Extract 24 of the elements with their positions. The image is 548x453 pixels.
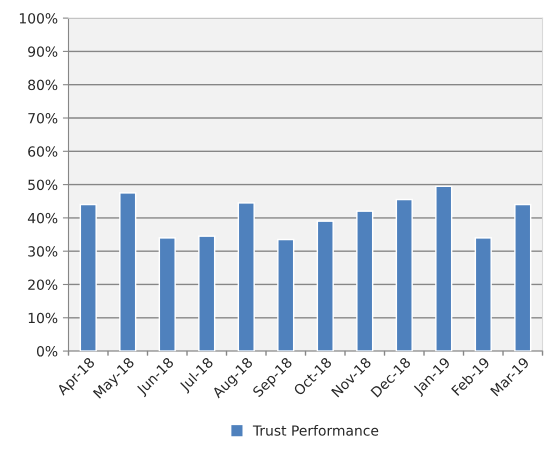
y-tick-label: 10% [28, 312, 58, 324]
y-tick-label: 60% [28, 146, 58, 157]
bar [238, 202, 255, 352]
y-tick-label: 40% [28, 212, 58, 224]
y-tick-label: 20% [28, 279, 58, 290]
bar [514, 204, 532, 352]
bar [316, 220, 334, 352]
bar [435, 186, 452, 352]
bar [80, 204, 97, 352]
y-tick-label: 90% [28, 46, 58, 57]
y-tick-label: 30% [28, 246, 58, 257]
y-tick-label: 80% [28, 80, 58, 90]
bar [396, 198, 413, 352]
y-tick-label: 100% [20, 13, 58, 24]
bar [356, 210, 374, 352]
bar [158, 237, 176, 352]
y-tick-label: 70% [28, 112, 58, 124]
bar [119, 192, 136, 352]
legend-label: Trust Performance [252, 425, 378, 436]
bar [198, 236, 216, 352]
y-tick-label: 50% [28, 180, 58, 190]
y-tick-label: 0% [36, 346, 58, 357]
bar [474, 237, 492, 352]
bar [277, 238, 294, 352]
